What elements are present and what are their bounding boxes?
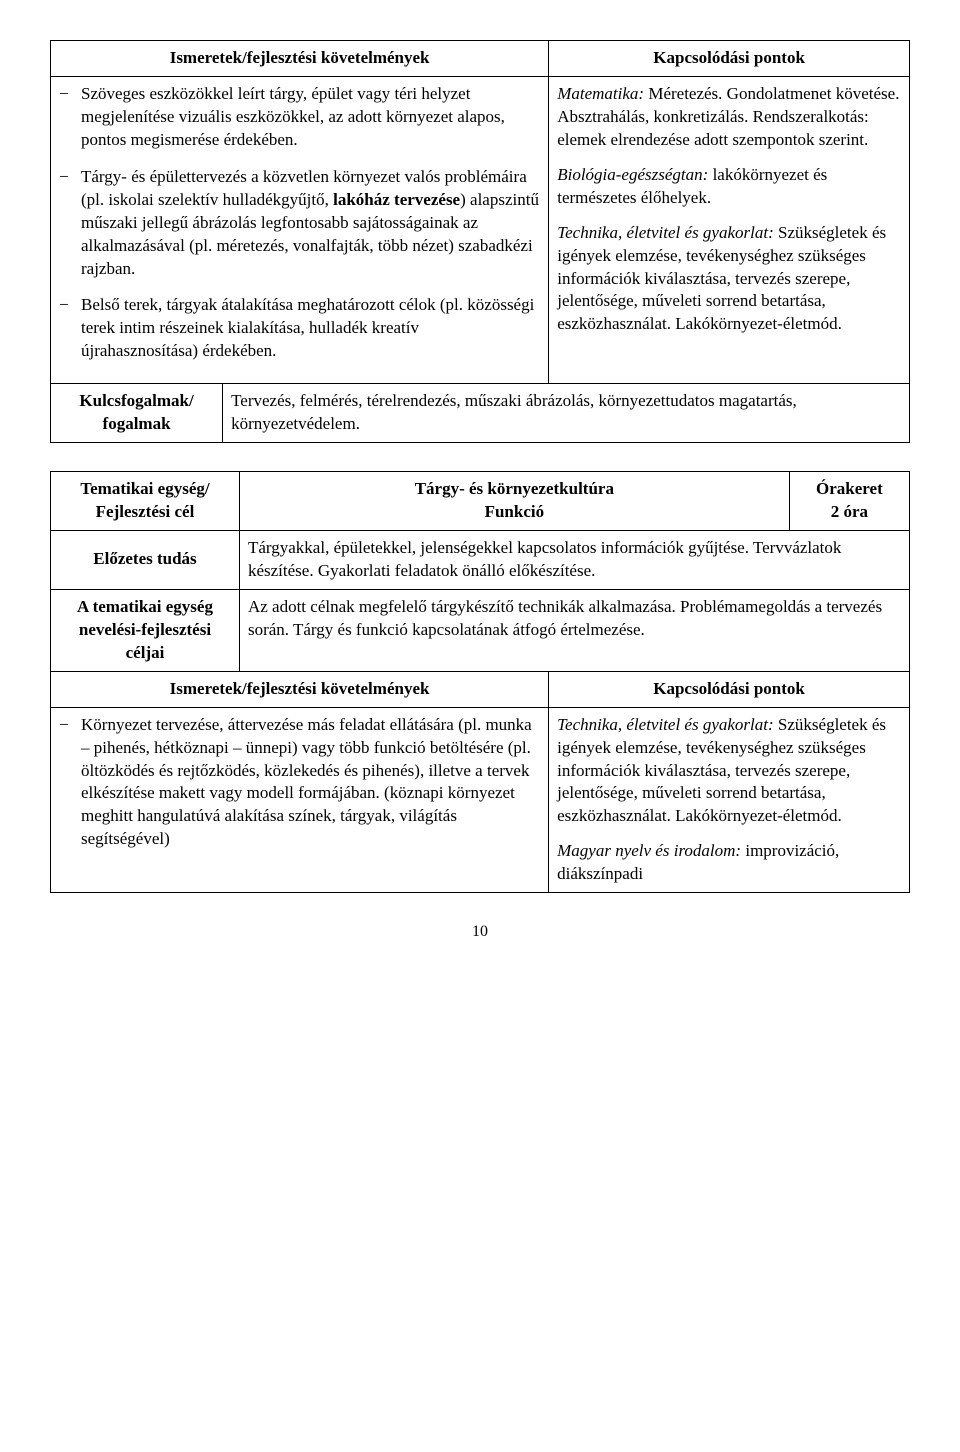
subject-italic: Magyar nyelv és irodalom: [557,841,741,860]
tematikai-label: Tematikai egység/ Fejlesztési cél [51,472,240,531]
text: Környezet tervezése, áttervezése más fel… [81,715,532,849]
orakeret-label: Órakeret [798,478,901,501]
related-point: Magyar nyelv és irodalom: improvizáció, … [557,840,901,886]
inner-hdr-right: Kapcsolódási pontok [549,672,909,707]
elozetes-text: Tárgyakkal, épületekkel, jelenségekkel k… [239,531,909,590]
hdr-right: Kapcsolódási pontok [549,41,910,77]
subject-italic: Technika, életvitel és gyakorlat: [557,715,774,734]
text-bold: lakóház tervezése [333,190,460,209]
list-item: Belső terek, tárgyak átalakítása meghatá… [59,294,540,363]
elozetes-label: Előzetes tudás [51,531,240,590]
related-point: Technika, életvitel és gyakorlat: Szüksé… [557,222,901,337]
related-point: Matematika: Méretezés. Gondolatmenet köv… [557,83,901,152]
related-point: Biológia-egészségtan: lakókörnyezet és t… [557,164,901,210]
inner-content-row: Környezet tervezése, áttervezése más fel… [51,707,910,893]
requirements-list: Környezet tervezése, áttervezése más fel… [59,714,540,852]
orakeret-value: 2 óra [798,501,901,524]
celok-label: A tematikai egység nevelési-fejlesztési … [51,589,240,671]
inner-header-row: Ismeretek/fejlesztési követelmények Kapc… [51,671,910,707]
table-ismeretek-1: Ismeretek/fejlesztési követelmények Kapc… [50,40,910,443]
title-line1: Tárgy- és környezetkultúra [248,478,781,501]
kulcsfogalmak-text: Tervezés, felmérés, térelrendezés, műsza… [223,384,909,442]
table-tematikai: Tematikai egység/ Fejlesztési cél Tárgy-… [50,471,910,893]
requirements-list: Szöveges eszközökkel leírt tárgy, épület… [59,83,540,363]
inner-right: Technika, életvitel és gyakorlat: Szüksé… [549,708,909,893]
kulcsfogalmak-row: Kulcsfogalmak/ fogalmak Tervezés, felmér… [51,384,910,443]
list-item: Szöveges eszközökkel leírt tárgy, épület… [59,83,540,152]
subject-italic: Biológia-egészségtan: [557,165,708,184]
inner-hdr-left: Ismeretek/fejlesztési követelmények [51,672,549,707]
kulcsfogalmak-label: Kulcsfogalmak/ fogalmak [51,384,223,442]
subject-italic: Matematika: [557,84,644,103]
tematikai-title: Tárgy- és környezetkultúra Funkció [239,472,789,531]
cell-left-content: Szöveges eszközökkel leírt tárgy, épület… [51,76,549,383]
title-line2: Funkció [248,501,781,524]
hdr-left: Ismeretek/fejlesztési követelmények [51,41,549,77]
list-item: Környezet tervezése, áttervezése más fel… [59,714,540,852]
text: Belső terek, tárgyak átalakítása meghatá… [81,295,534,360]
orakeret-cell: Órakeret 2 óra [789,472,909,531]
subject-italic: Technika, életvitel és gyakorlat: [557,223,774,242]
page-number: 10 [50,921,910,943]
inner-left: Környezet tervezése, áttervezése más fel… [51,708,549,893]
list-item: Tárgy- és épülettervezés a közvetlen kör… [59,166,540,281]
celok-text: Az adott célnak megfelelő tárgykészítő t… [239,589,909,671]
text: Szöveges eszközökkel leírt tárgy, épület… [81,84,505,149]
related-point: Technika, életvitel és gyakorlat: Szüksé… [557,714,901,829]
cell-right-content: Matematika: Méretezés. Gondolatmenet köv… [549,76,910,383]
